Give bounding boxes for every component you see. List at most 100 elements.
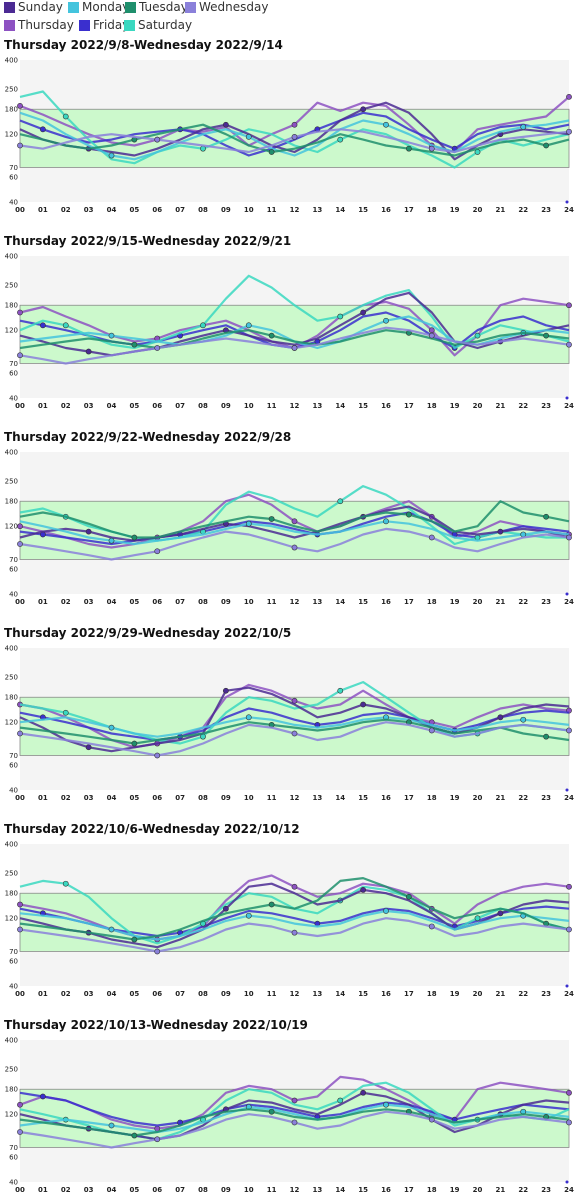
data-point [566, 926, 572, 933]
x-tick-label: 20 [473, 206, 483, 214]
x-tick-label: 02 [61, 206, 71, 214]
x-tick-label: 21 [496, 402, 506, 410]
y-tick-label: 60 [9, 173, 18, 181]
data-point [108, 537, 115, 544]
y-tick-label: 250 [5, 281, 18, 289]
chart-panel: Thursday 2022/9/29-Wednesday 2022/10/5 40… [0, 626, 577, 810]
x-tick-label: 14 [335, 402, 345, 410]
x-tick-label: 21 [496, 794, 506, 802]
data-point [154, 345, 161, 351]
series-line-tuesday [19, 329, 570, 350]
x-tick-label: 11 [267, 206, 277, 214]
data-point [108, 152, 115, 159]
y-tick-label: 400 [5, 841, 18, 849]
chart-title: Thursday 2022/9/8-Wednesday 2022/9/14 [4, 38, 283, 52]
x-tick-label: 01 [38, 598, 48, 606]
x-tick-label: 06 [152, 1186, 162, 1194]
y-tick-label: 70 [9, 556, 18, 564]
data-point [428, 923, 435, 930]
x-tick-label: 23 [541, 206, 551, 214]
data-point [565, 592, 569, 596]
y-tick-label: 120 [5, 327, 18, 335]
x-tick-label: 20 [473, 402, 483, 410]
legend-label: Saturday [138, 18, 193, 32]
x-tick-label: 11 [267, 598, 277, 606]
data-point [291, 133, 298, 140]
data-point [17, 309, 23, 316]
chart-title: Thursday 2022/9/15-Wednesday 2022/9/21 [4, 234, 292, 248]
x-tick-label: 02 [61, 1186, 71, 1194]
data-point [131, 740, 138, 747]
x-tick-label: 15 [358, 598, 368, 606]
x-tick-label: 00 [15, 598, 25, 606]
x-tick-label: 04 [107, 990, 117, 998]
data-point [543, 513, 550, 520]
x-tick-label: 18 [427, 990, 437, 998]
x-tick-label: 11 [267, 990, 277, 998]
x-tick-label: 10 [244, 402, 254, 410]
data-point [291, 1097, 298, 1104]
x-tick-label: 01 [38, 206, 48, 214]
data-point [565, 788, 569, 792]
x-tick-label: 23 [541, 1186, 551, 1194]
x-tick-label: 17 [404, 206, 414, 214]
legend-label: Wednesday [199, 0, 269, 14]
x-tick-label: 21 [496, 206, 506, 214]
x-tick-label: 08 [198, 990, 208, 998]
x-tick-label: 04 [107, 598, 117, 606]
x-tick-label: 05 [130, 598, 140, 606]
data-point [520, 124, 527, 130]
data-point [428, 332, 435, 339]
legend-label: Sunday [18, 0, 63, 14]
x-tick-label: 10 [244, 1186, 254, 1194]
x-tick-label: 13 [313, 1186, 323, 1194]
chart-panel: Thursday 2022/10/6-Wednesday 2022/10/12 4… [0, 822, 577, 1006]
x-tick-label: 05 [130, 402, 140, 410]
x-tick-label: 07 [175, 794, 185, 802]
data-point [17, 103, 23, 109]
data-point [428, 327, 435, 334]
y-tick-label: 250 [5, 1065, 18, 1073]
x-tick-label: 13 [313, 990, 323, 998]
data-point [268, 901, 275, 908]
x-tick-label: 20 [473, 1186, 483, 1194]
x-tick-label: 18 [427, 794, 437, 802]
x-tick-label: 21 [496, 990, 506, 998]
x-tick-label: 14 [335, 206, 345, 214]
data-point [85, 744, 92, 751]
data-point [108, 926, 115, 933]
chart-title: Thursday 2022/9/29-Wednesday 2022/10/5 [4, 626, 292, 640]
data-point [428, 727, 435, 734]
x-tick-label: 18 [427, 206, 437, 214]
data-point [543, 142, 550, 149]
x-tick-label: 07 [175, 402, 185, 410]
data-point [360, 701, 367, 708]
x-tick-label: 13 [313, 794, 323, 802]
x-tick-label: 04 [107, 1186, 117, 1194]
x-tick-label: 15 [358, 794, 368, 802]
data-point [268, 1108, 275, 1115]
x-tick-label: 00 [15, 402, 25, 410]
y-tick-label: 250 [5, 477, 18, 485]
y-tick-label: 400 [5, 57, 18, 65]
legend-swatch [4, 20, 15, 31]
x-tick-label: 03 [84, 402, 94, 410]
data-point [17, 1101, 23, 1108]
data-point [108, 1122, 115, 1129]
x-tick-label: 05 [130, 990, 140, 998]
x-tick-label: 11 [267, 794, 277, 802]
y-tick-label: 40 [9, 983, 18, 991]
x-tick-label: 11 [267, 1186, 277, 1194]
x-tick-label: 14 [335, 990, 345, 998]
data-point [428, 1116, 435, 1123]
chart-title: Thursday 2022/9/22-Wednesday 2022/9/28 [4, 430, 292, 444]
x-tick-label: 04 [107, 794, 117, 802]
data-point [291, 730, 298, 737]
x-tick-label: 08 [198, 598, 208, 606]
x-tick-label: 22 [518, 1186, 528, 1194]
x-tick-label: 22 [518, 598, 528, 606]
chart-panel: Thursday 2022/9/22-Wednesday 2022/9/28 40… [0, 430, 577, 614]
y-tick-label: 400 [5, 1037, 18, 1045]
x-tick-label: 12 [290, 598, 300, 606]
